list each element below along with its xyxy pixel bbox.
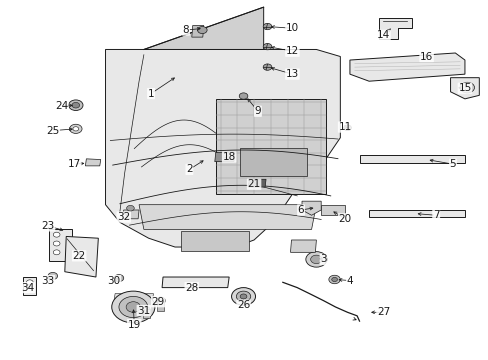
Circle shape (53, 250, 60, 255)
Text: 13: 13 (285, 69, 299, 79)
Polygon shape (122, 210, 139, 219)
Text: 7: 7 (432, 210, 439, 220)
Circle shape (73, 127, 79, 131)
Polygon shape (64, 237, 98, 277)
Polygon shape (143, 7, 263, 49)
Text: 25: 25 (46, 126, 60, 136)
Circle shape (343, 125, 351, 131)
Circle shape (263, 23, 271, 30)
Text: 12: 12 (285, 46, 299, 56)
Circle shape (459, 82, 473, 93)
Text: 33: 33 (41, 275, 55, 285)
Circle shape (26, 280, 33, 285)
Text: 19: 19 (127, 320, 141, 330)
Circle shape (305, 252, 326, 267)
Circle shape (310, 255, 322, 264)
Text: 32: 32 (117, 212, 130, 222)
Polygon shape (191, 26, 203, 37)
Circle shape (112, 291, 155, 323)
Polygon shape (114, 294, 153, 300)
Polygon shape (239, 148, 306, 176)
Polygon shape (49, 229, 72, 261)
Text: 24: 24 (55, 101, 68, 111)
Circle shape (236, 291, 250, 302)
Circle shape (72, 102, 80, 108)
Text: 17: 17 (68, 159, 81, 169)
Circle shape (328, 275, 340, 284)
Polygon shape (139, 205, 316, 229)
Polygon shape (248, 179, 265, 187)
Circle shape (126, 206, 134, 211)
Text: 11: 11 (338, 122, 351, 132)
Text: 23: 23 (41, 221, 55, 231)
Text: 30: 30 (107, 275, 121, 285)
Polygon shape (23, 277, 36, 294)
Text: 34: 34 (21, 283, 35, 293)
Polygon shape (157, 301, 163, 311)
Polygon shape (302, 201, 321, 215)
Circle shape (119, 296, 147, 318)
Circle shape (142, 307, 150, 312)
Polygon shape (378, 18, 411, 39)
Circle shape (53, 232, 60, 237)
Polygon shape (105, 49, 340, 247)
Circle shape (53, 241, 60, 246)
Text: 5: 5 (449, 159, 455, 169)
Polygon shape (214, 153, 234, 162)
Polygon shape (162, 277, 229, 288)
Text: 15: 15 (457, 83, 470, 93)
Text: 22: 22 (72, 251, 85, 261)
Text: 26: 26 (236, 300, 250, 310)
Polygon shape (181, 231, 249, 251)
Text: 31: 31 (137, 306, 150, 315)
Polygon shape (349, 53, 464, 81)
Circle shape (69, 124, 82, 134)
Polygon shape (85, 159, 101, 166)
Text: 6: 6 (297, 205, 304, 215)
Circle shape (126, 302, 140, 312)
Polygon shape (449, 78, 478, 99)
Circle shape (48, 273, 58, 279)
Polygon shape (321, 205, 345, 215)
Text: 10: 10 (285, 23, 298, 33)
Text: 3: 3 (320, 255, 326, 264)
Text: 27: 27 (376, 307, 389, 317)
Text: 28: 28 (185, 283, 198, 293)
Circle shape (263, 44, 271, 50)
Text: 20: 20 (338, 214, 351, 224)
Circle shape (240, 294, 246, 299)
Circle shape (231, 288, 255, 305)
Circle shape (68, 100, 83, 111)
Text: 18: 18 (222, 152, 235, 162)
Text: 21: 21 (247, 179, 260, 189)
Circle shape (263, 64, 271, 70)
Text: 14: 14 (376, 30, 389, 40)
Polygon shape (368, 210, 464, 217)
Text: 16: 16 (419, 51, 432, 62)
Circle shape (331, 277, 337, 282)
Circle shape (239, 93, 247, 99)
Polygon shape (290, 240, 316, 252)
Text: 4: 4 (346, 275, 352, 285)
Text: 29: 29 (151, 297, 164, 307)
Polygon shape (215, 99, 325, 194)
Polygon shape (359, 155, 464, 163)
Circle shape (197, 27, 207, 33)
Circle shape (114, 275, 123, 282)
Polygon shape (142, 310, 149, 318)
Circle shape (156, 297, 165, 304)
Text: 1: 1 (147, 89, 154, 99)
Text: 9: 9 (254, 106, 261, 116)
Text: 8: 8 (183, 25, 189, 35)
Text: 2: 2 (186, 165, 192, 174)
